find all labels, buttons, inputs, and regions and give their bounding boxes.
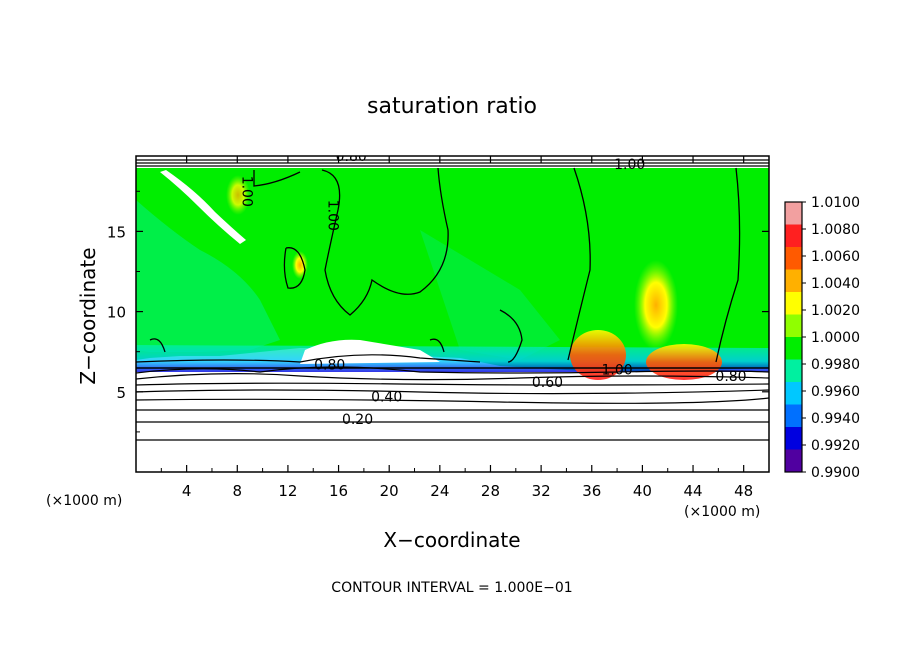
y-tick-label: 15 <box>107 223 126 241</box>
colorbar-label: 1.0020 <box>811 303 860 319</box>
contour-label: 1.00 <box>614 157 645 173</box>
colorbar-label: 1.0080 <box>811 222 860 238</box>
x-tick-label: 20 <box>380 482 399 500</box>
colorbar-label: 1.0040 <box>811 276 860 292</box>
x-unit-right: (×1000 m) <box>684 504 760 520</box>
contour-label: 1.00 <box>238 176 254 207</box>
x-tick-label: 36 <box>582 482 601 500</box>
contour-label: 0.80 <box>715 369 746 385</box>
colorbar-label: 1.0100 <box>811 195 860 211</box>
field-moist-top <box>226 175 250 215</box>
contour-label: 0.80 <box>314 358 345 374</box>
colorbar-label: 0.9960 <box>811 384 860 400</box>
contour-label: 1.00 <box>601 362 632 378</box>
colorbar-swatch <box>785 337 802 360</box>
y-axis: 5 10 15 <box>107 190 769 433</box>
colorbar-label: 0.9900 <box>811 465 860 481</box>
field-white-cloud-top <box>160 170 246 244</box>
x-unit-left: (×1000 m) <box>46 493 122 509</box>
contour-label: 0.60 <box>532 375 563 391</box>
x-tick-label: 48 <box>734 482 753 500</box>
contour-labels: 0.80 1.00 1.00 1.00 0.80 1.00 0.60 0.80 0.40 0.20 <box>238 149 746 428</box>
x-tick-label: 24 <box>430 482 449 500</box>
colorbar-swatch <box>785 449 802 473</box>
y-tick-label: 5 <box>116 384 126 402</box>
x-tick-label: 40 <box>633 482 652 500</box>
colorbar-swatch <box>785 269 802 293</box>
colorbar-swatch <box>785 314 802 338</box>
field-white-inversion <box>300 339 440 364</box>
x-tick-label: 32 <box>532 482 551 500</box>
contour-lines-lower <box>136 354 769 441</box>
colorbar-label: 0.9940 <box>811 411 860 427</box>
x-tick-label: 44 <box>683 482 702 500</box>
contour-interval-note: CONTOUR INTERVAL = 1.000E−01 <box>331 580 572 596</box>
x-tick-label: 16 <box>329 482 348 500</box>
field-moist-plume <box>634 260 678 350</box>
contour-label: 0.20 <box>342 412 373 428</box>
colorbar-label: 0.9980 <box>811 357 860 373</box>
plot-frame <box>135 155 770 473</box>
contour-label: 0.40 <box>371 390 402 406</box>
contour-label: 0.80 <box>336 149 367 165</box>
colorbar-swatch <box>785 247 802 270</box>
colorbar-swatch <box>785 427 802 450</box>
colorbar-label: 1.0060 <box>811 249 860 265</box>
y-tick-label: 10 <box>107 304 126 322</box>
colorbar-label: 0.9920 <box>811 438 860 454</box>
x-tick-label: 12 <box>278 482 297 500</box>
colorbar-swatch <box>785 359 802 383</box>
field-dry-patch-left <box>136 200 280 352</box>
colorbar-swatch <box>785 224 802 248</box>
chart-title: saturation ratio <box>367 94 537 119</box>
x-axis-title: X−coordinate <box>383 528 520 552</box>
field-dry-patch-mid <box>420 230 560 360</box>
colorbar-swatch <box>785 382 802 405</box>
x-tick-label: 4 <box>182 482 192 500</box>
colorbar: 1.0100 1.0080 1.0060 1.0040 1.0020 1.0000 0.99… <box>784 195 860 481</box>
colorbar-swatch <box>785 292 802 315</box>
plot-area: 0.80 1.00 1.00 1.00 0.80 1.00 0.60 0.80 0.40 0.20 <box>136 149 769 472</box>
x-tick-label: 28 <box>481 482 500 500</box>
contour-label: 1.00 <box>324 200 340 231</box>
x-tick-label: 8 <box>233 482 243 500</box>
colorbar-label: 1.0000 <box>811 330 860 346</box>
colorbar-swatch <box>785 404 802 428</box>
contour-lines-upper <box>136 159 769 363</box>
y-axis-title: Z−coordinate <box>76 247 100 384</box>
x-axis: 4 8 12 16 20 24 28 32 36 40 44 48 <box>160 156 753 500</box>
field-green-layer <box>136 168 769 372</box>
colorbar-swatch <box>785 202 802 225</box>
